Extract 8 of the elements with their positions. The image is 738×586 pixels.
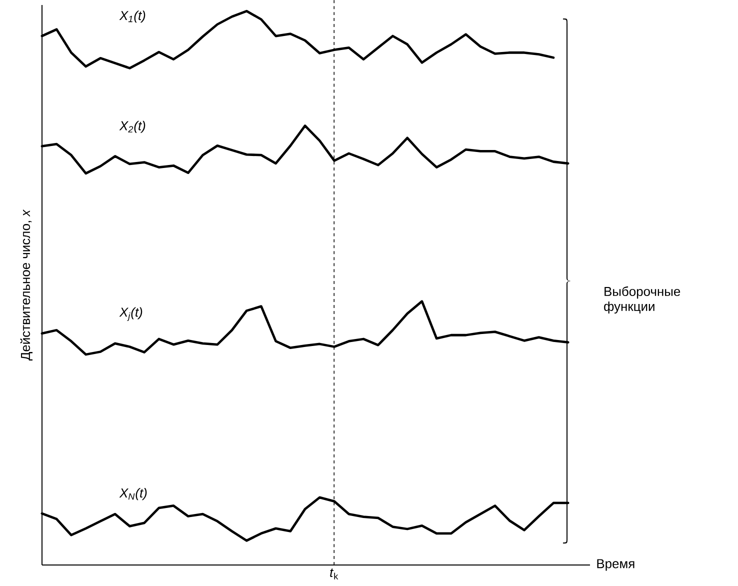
text: Выборочные функции — [604, 286, 680, 314]
series-label: X$_{N}$(t) — [119, 488, 147, 500]
x-axis-title: Время — [597, 559, 634, 571]
text: t$_{k}$ — [330, 568, 338, 580]
text: X$_{1}$(t) — [119, 10, 146, 23]
y-axis-title: Действительное число, x — [20, 209, 32, 360]
series-label: X$_{j}$(t) — [119, 307, 142, 321]
series-label: X$_{2}$(t) — [119, 120, 146, 133]
